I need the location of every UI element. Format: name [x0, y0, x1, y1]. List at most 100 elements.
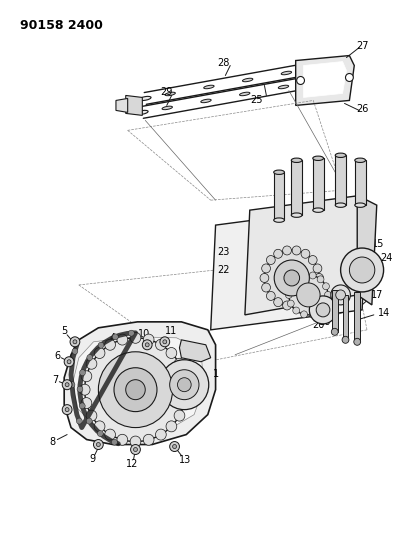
Text: 26: 26 — [356, 104, 368, 115]
Circle shape — [173, 445, 176, 449]
Circle shape — [65, 383, 69, 386]
Circle shape — [117, 434, 128, 445]
Circle shape — [174, 410, 185, 421]
Polygon shape — [274, 172, 285, 220]
Circle shape — [160, 360, 209, 410]
Ellipse shape — [201, 99, 211, 103]
Circle shape — [105, 429, 116, 440]
Ellipse shape — [140, 96, 151, 101]
Circle shape — [293, 307, 299, 314]
Circle shape — [313, 283, 322, 292]
Text: 22: 22 — [217, 265, 230, 275]
Text: 2: 2 — [195, 346, 202, 356]
Circle shape — [293, 276, 299, 283]
Circle shape — [317, 276, 324, 283]
Circle shape — [170, 441, 180, 451]
Circle shape — [85, 338, 186, 441]
Circle shape — [112, 439, 118, 445]
Ellipse shape — [335, 153, 346, 157]
Circle shape — [97, 431, 103, 437]
Circle shape — [325, 292, 331, 298]
Circle shape — [274, 260, 309, 296]
Text: 23: 23 — [217, 247, 230, 257]
Circle shape — [70, 337, 80, 347]
Circle shape — [86, 410, 97, 421]
Ellipse shape — [313, 156, 323, 160]
Circle shape — [292, 301, 301, 310]
Polygon shape — [64, 322, 216, 445]
Circle shape — [297, 77, 305, 84]
Polygon shape — [180, 340, 211, 362]
Ellipse shape — [278, 85, 289, 88]
Circle shape — [166, 421, 177, 432]
Ellipse shape — [242, 78, 253, 82]
Ellipse shape — [291, 213, 302, 217]
Circle shape — [86, 418, 92, 424]
Circle shape — [145, 343, 149, 347]
Text: 9: 9 — [90, 455, 95, 464]
Circle shape — [98, 352, 173, 427]
Circle shape — [105, 340, 116, 350]
Ellipse shape — [239, 92, 250, 96]
Text: 20: 20 — [312, 320, 324, 330]
Circle shape — [287, 283, 294, 290]
Polygon shape — [335, 155, 346, 205]
Circle shape — [174, 358, 185, 369]
Circle shape — [264, 250, 319, 306]
Circle shape — [274, 249, 283, 259]
Ellipse shape — [303, 80, 314, 85]
Circle shape — [283, 301, 292, 310]
Circle shape — [156, 340, 166, 350]
Circle shape — [65, 408, 69, 411]
Text: 24: 24 — [380, 253, 393, 263]
Circle shape — [62, 405, 72, 415]
Ellipse shape — [291, 158, 302, 163]
Text: 8: 8 — [50, 437, 55, 447]
Ellipse shape — [355, 203, 365, 207]
Circle shape — [284, 270, 299, 286]
Text: 29: 29 — [161, 87, 173, 98]
Polygon shape — [313, 158, 323, 210]
Circle shape — [64, 357, 74, 367]
Circle shape — [69, 382, 75, 387]
Circle shape — [309, 272, 316, 279]
Ellipse shape — [281, 71, 292, 75]
Circle shape — [79, 403, 85, 409]
Circle shape — [156, 429, 166, 440]
Text: 11: 11 — [165, 326, 177, 336]
Text: 18: 18 — [366, 275, 378, 285]
Circle shape — [130, 333, 141, 343]
Circle shape — [309, 292, 317, 301]
Text: 19: 19 — [344, 275, 356, 285]
Ellipse shape — [274, 218, 285, 222]
Text: 6: 6 — [54, 351, 61, 361]
Polygon shape — [245, 195, 362, 315]
Text: 4: 4 — [110, 333, 116, 343]
Polygon shape — [343, 295, 349, 340]
Circle shape — [179, 398, 190, 409]
Polygon shape — [291, 160, 302, 215]
Circle shape — [129, 330, 134, 336]
Circle shape — [62, 379, 72, 390]
Text: 1: 1 — [213, 369, 219, 379]
Circle shape — [81, 398, 92, 409]
Text: 17: 17 — [371, 290, 383, 300]
Text: 28: 28 — [217, 58, 230, 68]
Circle shape — [266, 292, 275, 301]
Circle shape — [98, 342, 104, 348]
Circle shape — [285, 292, 292, 298]
Circle shape — [96, 442, 100, 447]
Text: 13: 13 — [179, 455, 191, 465]
Circle shape — [87, 354, 93, 360]
Circle shape — [80, 369, 85, 376]
Text: 27: 27 — [356, 41, 368, 51]
Circle shape — [297, 283, 320, 307]
Circle shape — [114, 368, 157, 411]
Circle shape — [160, 337, 170, 347]
Circle shape — [336, 290, 345, 300]
Circle shape — [262, 264, 270, 273]
Circle shape — [166, 348, 177, 359]
Circle shape — [143, 334, 154, 345]
Circle shape — [345, 74, 353, 82]
Polygon shape — [126, 95, 142, 116]
